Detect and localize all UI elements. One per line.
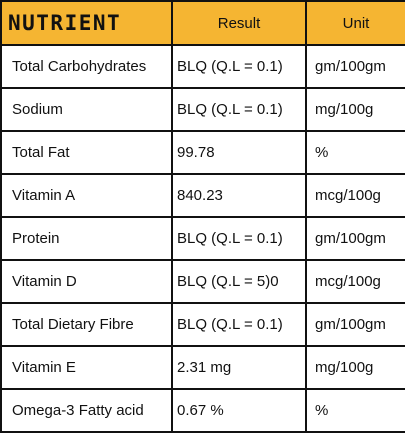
table-row: Vitamin E 2.31 mg mg/100g xyxy=(0,345,405,390)
nutrient-cell: Total Fat xyxy=(0,130,173,175)
result-cell: BLQ (Q.L = 0.1) xyxy=(171,44,307,89)
table-row: Total Dietary Fibre BLQ (Q.L = 0.1) gm/1… xyxy=(0,302,405,347)
header-result: Result xyxy=(171,0,307,46)
nutrient-cell: Vitamin D xyxy=(0,259,173,304)
nutrient-cell: Total Dietary Fibre xyxy=(0,302,173,347)
table-row: Vitamin A 840.23 mcg/100g xyxy=(0,173,405,218)
nutrient-cell: Total Carbohydrates xyxy=(0,44,173,89)
result-cell: BLQ (Q.L = 5)0 xyxy=(171,259,307,304)
result-cell: 840.23 xyxy=(171,173,307,218)
unit-cell: mcg/100g xyxy=(305,173,405,218)
result-cell: BLQ (Q.L = 0.1) xyxy=(171,216,307,261)
nutrient-cell: Vitamin E xyxy=(0,345,173,390)
result-cell: 0.67 % xyxy=(171,388,307,433)
table-row: Total Carbohydrates BLQ (Q.L = 0.1) gm/1… xyxy=(0,44,405,89)
header-unit: Unit xyxy=(305,0,405,46)
nutrient-cell: Sodium xyxy=(0,87,173,132)
table-row: Omega-3 Fatty acid 0.67 % % xyxy=(0,388,405,433)
nutrient-cell: Protein xyxy=(0,216,173,261)
header-nutrient: NUTRIENT xyxy=(0,0,173,46)
unit-cell: mg/100g xyxy=(305,87,405,132)
unit-cell: % xyxy=(305,388,405,433)
table-body: Total Carbohydrates BLQ (Q.L = 0.1) gm/1… xyxy=(0,44,405,433)
unit-cell: gm/100gm xyxy=(305,302,405,347)
result-cell: 2.31 mg xyxy=(171,345,307,390)
result-cell: BLQ (Q.L = 0.1) xyxy=(171,302,307,347)
unit-cell: mcg/100g xyxy=(305,259,405,304)
unit-cell: % xyxy=(305,130,405,175)
unit-cell: mg/100g xyxy=(305,345,405,390)
nutrient-cell: Vitamin A xyxy=(0,173,173,218)
unit-cell: gm/100gm xyxy=(305,216,405,261)
result-cell: 99.78 xyxy=(171,130,307,175)
table-row: Sodium BLQ (Q.L = 0.1) mg/100g xyxy=(0,87,405,132)
nutrient-cell: Omega-3 Fatty acid xyxy=(0,388,173,433)
table-row: Vitamin D BLQ (Q.L = 5)0 mcg/100g xyxy=(0,259,405,304)
header-row: NUTRIENT Result Unit xyxy=(0,0,405,46)
table-row: Total Fat 99.78 % xyxy=(0,130,405,175)
table-header: NUTRIENT Result Unit xyxy=(0,0,405,46)
unit-cell: gm/100gm xyxy=(305,44,405,89)
result-cell: BLQ (Q.L = 0.1) xyxy=(171,87,307,132)
table-row: Protein BLQ (Q.L = 0.1) gm/100gm xyxy=(0,216,405,261)
